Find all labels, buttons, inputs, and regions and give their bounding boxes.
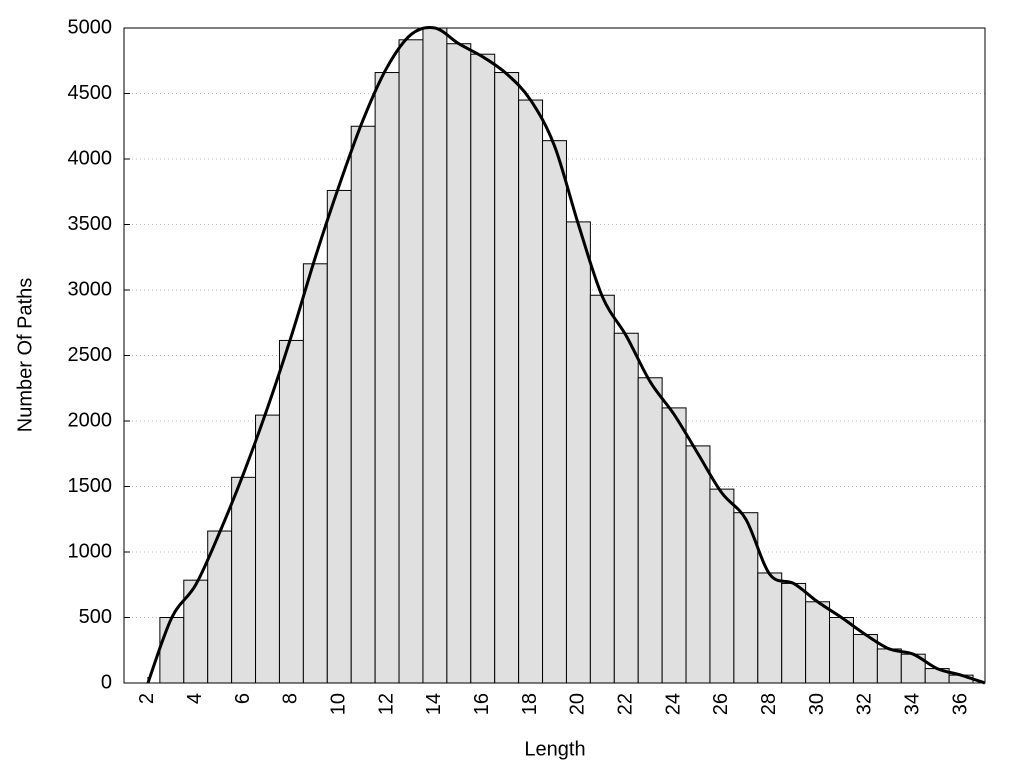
bar bbox=[565, 221, 591, 684]
y-tick-label: 0 bbox=[101, 671, 112, 693]
bar bbox=[494, 72, 520, 684]
bar bbox=[398, 39, 424, 684]
x-tick-label: 28 bbox=[758, 693, 780, 715]
x-tick-label: 4 bbox=[184, 693, 206, 704]
bar bbox=[470, 53, 496, 684]
bar bbox=[278, 339, 304, 684]
bar bbox=[255, 414, 280, 684]
x-tick-label: 10 bbox=[328, 693, 350, 715]
bar bbox=[374, 72, 400, 684]
y-tick-label: 3500 bbox=[68, 213, 113, 235]
x-tick-label: 22 bbox=[615, 693, 637, 715]
x-tick-label: 36 bbox=[949, 693, 971, 715]
x-tick-label: 24 bbox=[662, 693, 684, 715]
x-tick-label: 32 bbox=[854, 693, 876, 715]
y-tick-label: 5000 bbox=[68, 16, 113, 38]
bar bbox=[446, 43, 472, 684]
bar bbox=[422, 27, 448, 684]
bar bbox=[757, 572, 783, 684]
x-tick-label: 2 bbox=[136, 693, 158, 704]
x-tick-label: 8 bbox=[280, 693, 302, 704]
bar bbox=[685, 445, 711, 684]
bar bbox=[613, 332, 639, 684]
x-tick-label: 34 bbox=[902, 693, 924, 715]
x-tick-label: 12 bbox=[375, 693, 397, 715]
x-tick-label: 18 bbox=[519, 693, 541, 715]
bar bbox=[231, 476, 257, 684]
y-axis-label: Number Of Paths bbox=[14, 278, 36, 433]
smooth-line bbox=[146, 25, 986, 685]
bar bbox=[350, 125, 376, 684]
bar bbox=[781, 582, 807, 684]
y-tick-label: 1000 bbox=[68, 540, 113, 562]
bar bbox=[589, 294, 615, 684]
x-tick-label: 30 bbox=[806, 693, 828, 715]
y-tick-label: 4000 bbox=[68, 147, 113, 169]
y-tick-label: 3000 bbox=[68, 278, 113, 300]
x-tick-label: 20 bbox=[567, 693, 589, 715]
x-tick-label: 16 bbox=[471, 693, 493, 715]
bar bbox=[637, 377, 663, 684]
x-tick-label: 26 bbox=[710, 693, 732, 715]
bar bbox=[661, 407, 687, 684]
y-tick-label: 4500 bbox=[68, 82, 113, 104]
bar bbox=[302, 263, 328, 684]
bar bbox=[542, 140, 567, 684]
y-tick-label: 1500 bbox=[68, 475, 113, 497]
x-tick-label: 6 bbox=[232, 693, 254, 704]
y-tick-label: 2500 bbox=[68, 344, 113, 366]
bar bbox=[159, 617, 185, 684]
bar bbox=[805, 601, 831, 684]
bar bbox=[709, 488, 735, 684]
plot-frame bbox=[123, 27, 986, 684]
bar bbox=[326, 189, 352, 684]
bar bbox=[518, 99, 544, 684]
x-axis-label: Length bbox=[524, 738, 585, 760]
bar bbox=[876, 648, 902, 684]
x-tick-label: 14 bbox=[423, 693, 445, 715]
y-tick-label: 500 bbox=[79, 606, 112, 628]
bar bbox=[829, 617, 854, 684]
y-tick-label: 2000 bbox=[68, 409, 113, 431]
